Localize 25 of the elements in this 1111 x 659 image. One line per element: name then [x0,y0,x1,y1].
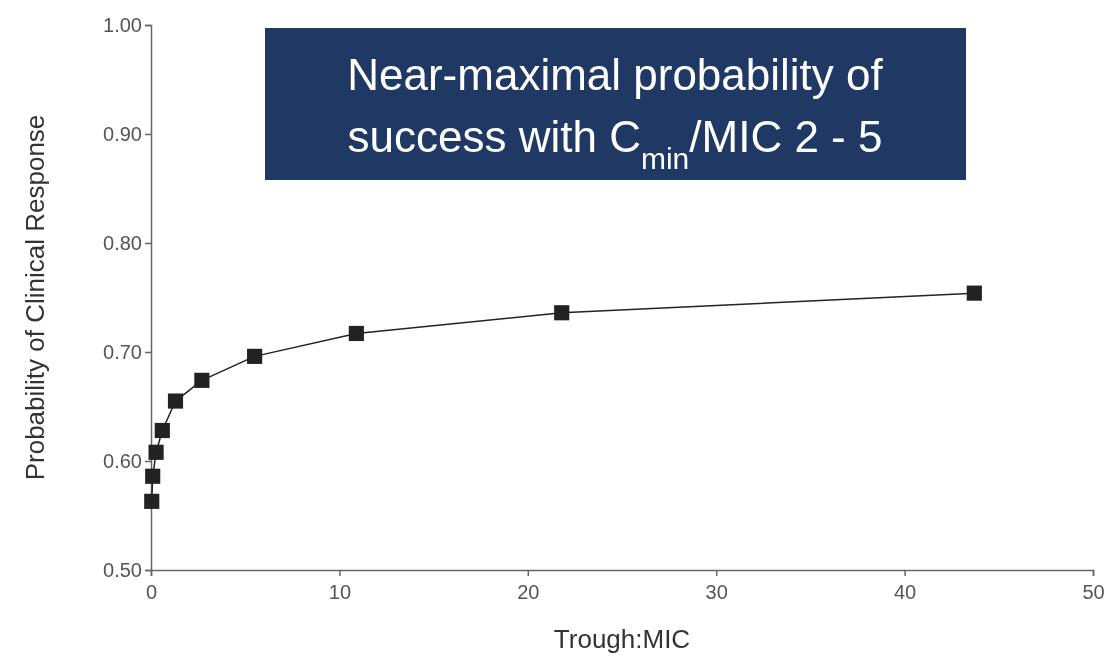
x-tick-label: 40 [893,581,917,603]
point [144,493,160,509]
point [554,305,570,321]
y-tick-label: 0.50 [103,558,142,581]
y-tick-label: 0.70 [103,340,142,363]
annotation: Near-maximal probability of success with C$_{min}$/MIC 2 - 5 [347,50,884,175]
point [348,325,364,342]
y-tick-label: 0.90 [103,122,142,145]
point [247,348,263,364]
point [194,372,210,388]
x-axis-title: Trough:MIC [553,624,691,654]
y-tick-label: 1.00 [103,13,142,36]
x-tick-label: 20 [517,581,540,603]
y-tick-label: 0.80 [103,231,142,254]
point [148,444,164,460]
y-axis-title: Probability of Clinical Response [20,114,50,481]
point [154,422,170,439]
x-tick-label: 10 [328,581,352,603]
point [966,285,982,301]
point [145,468,161,484]
y-tick-label: 0.60 [103,449,142,472]
x-tick-label: 0 [145,581,158,603]
x-tick-label: 50 [1082,581,1105,603]
point [167,393,184,409]
x-tick-label: 30 [705,581,728,603]
